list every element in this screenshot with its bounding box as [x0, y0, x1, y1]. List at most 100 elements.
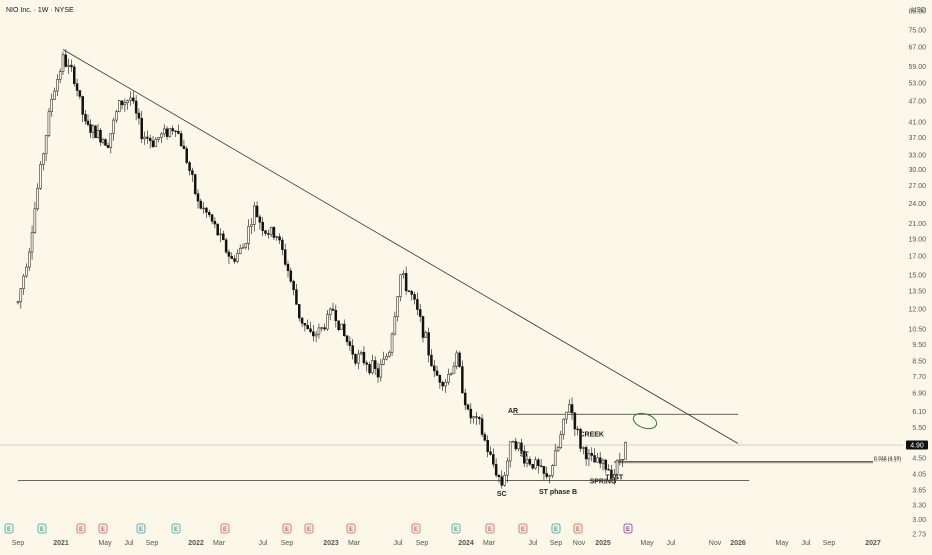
- candle-body: [25, 266, 28, 277]
- earnings-event-marker[interactable]: E: [573, 523, 583, 534]
- earnings-event-marker[interactable]: E: [136, 523, 146, 534]
- candle-body: [404, 273, 408, 291]
- wyckoff-label: AR: [508, 408, 518, 415]
- x-tick-label: Nov: [709, 540, 722, 547]
- candle-body: [129, 97, 132, 101]
- x-tick-label: Mar: [483, 540, 496, 547]
- candle-body: [483, 434, 487, 441]
- candle-body: [289, 270, 293, 282]
- earnings-event-letter: E: [7, 527, 11, 533]
- candle-body: [388, 351, 391, 357]
- candle-body: [208, 212, 211, 216]
- x-tick-label: Jul: [125, 540, 134, 547]
- y-tick-label: 85.00: [908, 9, 926, 16]
- candle-body: [104, 139, 107, 146]
- candle-body: [621, 459, 624, 461]
- earnings-event-box: [623, 523, 633, 534]
- y-tick-label: 47.00: [908, 99, 926, 106]
- trendline[interactable]: [62, 49, 739, 444]
- candle-body: [53, 90, 56, 100]
- candle-body: [472, 416, 475, 419]
- candle-body: [624, 442, 627, 460]
- candle-body: [584, 447, 588, 460]
- earnings-event-box: [76, 523, 86, 534]
- candle-body: [553, 450, 557, 466]
- candle-body: [264, 230, 267, 234]
- candle-body: [247, 226, 250, 244]
- candle-body: [199, 200, 203, 209]
- x-tick-label: Nov: [573, 540, 586, 547]
- earnings-event-marker[interactable]: E: [451, 523, 461, 534]
- candle-body: [309, 328, 312, 332]
- earnings-event-marker[interactable]: E: [551, 523, 561, 534]
- earnings-event-marker[interactable]: E: [411, 523, 421, 534]
- candle-body: [452, 365, 456, 374]
- candle-body: [193, 174, 197, 195]
- candle-body: [233, 258, 236, 262]
- candle-body: [132, 97, 135, 102]
- earnings-event-marker[interactable]: E: [37, 523, 47, 534]
- candle-body: [224, 239, 228, 253]
- candle-body: [216, 223, 219, 236]
- candle-body: [438, 375, 442, 383]
- candle-body: [205, 207, 208, 213]
- candle-body: [463, 392, 467, 406]
- target-ellipse[interactable]: [631, 411, 658, 432]
- earnings-event-marker[interactable]: E: [485, 523, 495, 534]
- candle-body: [182, 145, 186, 150]
- earnings-event-marker[interactable]: E: [98, 523, 108, 534]
- x-tick-label: 2027: [865, 540, 881, 547]
- candle-body: [278, 236, 281, 241]
- x-tick-label: 2022: [188, 540, 204, 547]
- candle-body: [570, 404, 574, 414]
- candle-body: [171, 128, 174, 132]
- candle-body: [520, 442, 523, 452]
- x-tick-label: 2026: [730, 540, 746, 547]
- earnings-event-marker[interactable]: E: [171, 523, 181, 534]
- candle-body: [430, 354, 433, 367]
- x-tick-label: May: [640, 540, 654, 547]
- candle-body: [548, 475, 551, 477]
- candle-body: [413, 294, 416, 300]
- earnings-event-letter: E: [223, 527, 227, 533]
- earnings-event-marker[interactable]: E: [346, 523, 356, 534]
- candle-body: [573, 412, 577, 430]
- earnings-event-marker[interactable]: E: [304, 523, 314, 534]
- y-tick-label: 41.00: [908, 119, 926, 126]
- candle-body: [466, 404, 470, 410]
- candle-body: [447, 374, 450, 383]
- candle-body: [492, 454, 495, 465]
- candle-body: [576, 428, 579, 431]
- candle-body: [303, 322, 307, 326]
- earnings-event-box: [282, 523, 292, 534]
- earnings-event-marker[interactable]: E: [623, 523, 633, 534]
- candle-body: [64, 54, 68, 67]
- x-tick-label: Jul: [259, 540, 268, 547]
- candle-body: [478, 417, 481, 419]
- earnings-event-letter: E: [139, 527, 143, 533]
- candle-body: [469, 408, 473, 419]
- candle-body: [283, 249, 287, 265]
- candle-body: [441, 382, 444, 387]
- earnings-event-marker[interactable]: E: [76, 523, 86, 534]
- earnings-event-marker[interactable]: E: [220, 523, 230, 534]
- earnings-event-box: [4, 523, 14, 534]
- wyckoff-label: SC: [497, 491, 507, 498]
- candle-body: [177, 131, 180, 134]
- candle-body: [143, 136, 146, 140]
- candle-body: [359, 351, 363, 355]
- candle-body: [191, 170, 194, 175]
- earnings-event-marker[interactable]: E: [518, 523, 528, 534]
- y-tick-label: 17.00: [908, 253, 926, 260]
- candle-body: [500, 476, 503, 486]
- earnings-event-marker[interactable]: E: [4, 523, 14, 534]
- earnings-event-marker[interactable]: E: [282, 523, 292, 534]
- candle-body: [163, 128, 166, 135]
- candle-body: [371, 360, 374, 374]
- candle-body: [230, 256, 233, 259]
- candle-body: [458, 352, 461, 367]
- candle-body: [179, 133, 183, 147]
- candle-body: [146, 136, 149, 139]
